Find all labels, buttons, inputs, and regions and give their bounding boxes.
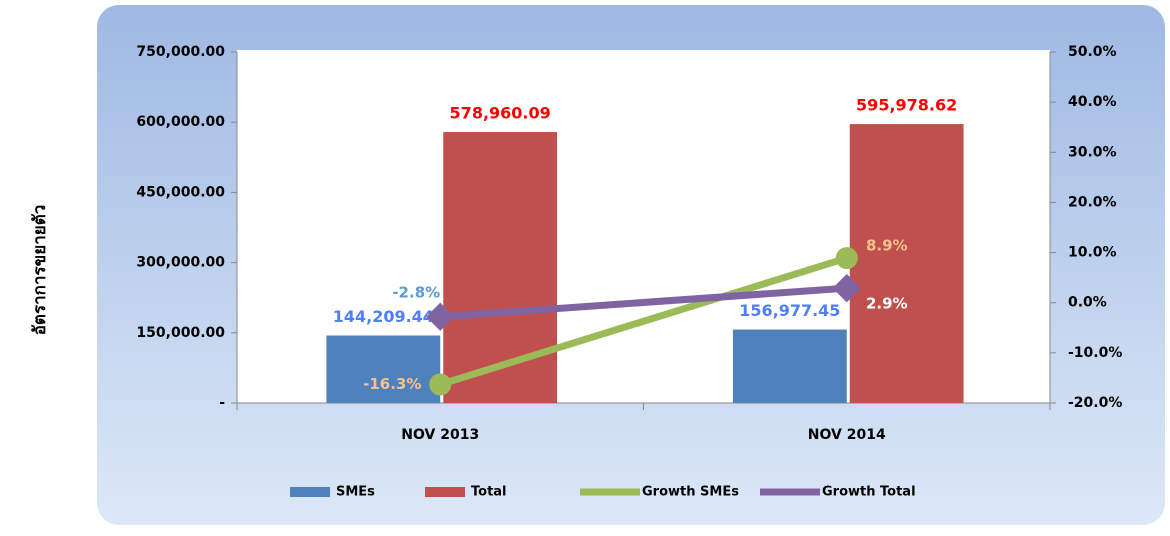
line [439,254,848,388]
y-tick-label: 750,000.00 [136,44,225,60]
line-marker [426,302,455,331]
y-tick-label: 150,000.00 [136,325,225,341]
y-tick-label: 600,000.00 [136,114,225,130]
y-axis-label: อัตราการขยายตัว [30,205,50,336]
data-label: -16.3% [363,375,421,393]
legend-label: SMEs [336,485,375,500]
bar [443,132,558,403]
y2-tick-label: 10.0% [1068,245,1117,261]
data-label: 595,978.62 [856,96,957,115]
legend-label: Growth Total [822,485,916,500]
bar [849,124,964,404]
y-tick-label: - [219,395,225,411]
data-label: 578,960.09 [450,104,551,123]
legend-label: Total [471,485,507,500]
legend-label: Growth SMEs [642,485,739,500]
y2-tick-label: -20.0% [1068,395,1122,411]
bar [732,329,847,403]
y-tick-label: 300,000.00 [136,255,225,271]
y2-tick-label: 20.0% [1068,194,1117,210]
line-marker [835,247,858,270]
line [440,284,847,321]
data-label: 144,209.44 [333,307,434,326]
y-tick-label: 450,000.00 [136,184,225,200]
y2-tick-label: 30.0% [1068,144,1117,160]
y2-tick-label: 40.0% [1068,94,1117,110]
data-label: 2.9% [866,295,908,313]
x-tick-label: NOV 2013 [401,427,479,443]
y2-tick-label: 50.0% [1068,44,1117,60]
bar [326,335,441,403]
data-label: -2.8% [392,283,440,301]
y2-tick-label: 0.0% [1068,295,1107,311]
legend-swatch [425,487,465,497]
y2-tick-label: -10.0% [1068,345,1122,361]
line-marker [429,373,452,396]
data-label: 8.9% [866,237,908,255]
legend-swatch [290,487,330,497]
data-label: 156,977.45 [739,301,840,320]
line-marker [832,274,861,303]
x-tick-label: NOV 2014 [808,427,886,443]
